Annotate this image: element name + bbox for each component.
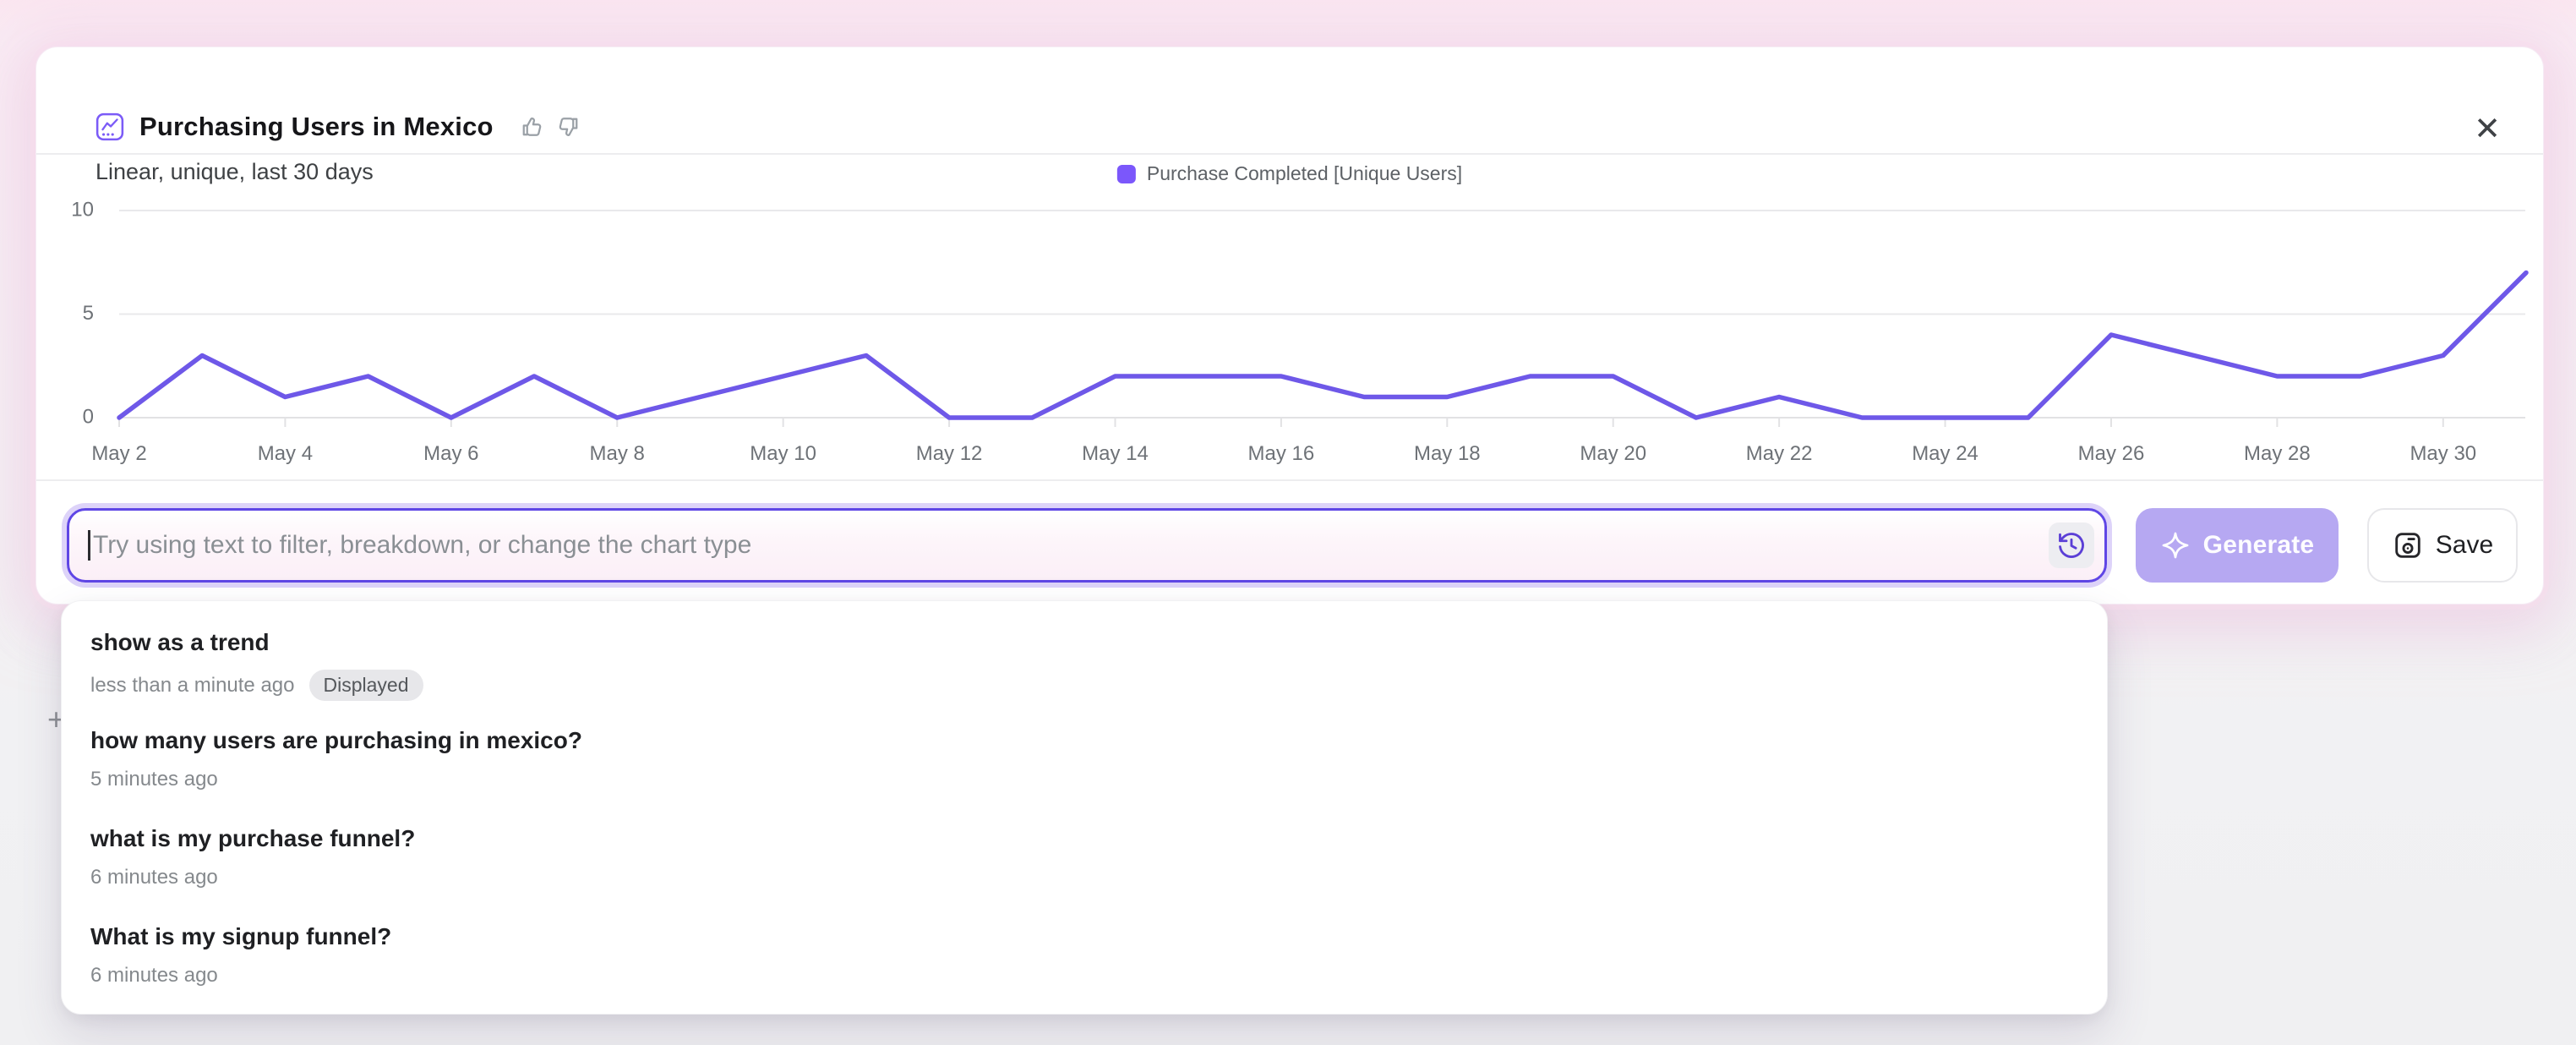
history-button[interactable] (2049, 522, 2094, 568)
svg-text:May 30: May 30 (2410, 442, 2476, 465)
chart-subtitle: Linear, unique, last 30 days (96, 159, 374, 184)
history-query: how many users are purchasing in mexico? (90, 727, 582, 753)
history-icon (2059, 533, 2084, 558)
save-label: Save (2435, 531, 2494, 559)
feedback-buttons (519, 114, 581, 140)
svg-text:May 24: May 24 (1912, 442, 1978, 465)
page-title: Purchasing Users in Mexico (139, 112, 494, 141)
nl-query-wrap (67, 508, 2107, 583)
thumbs-down-icon[interactable] (556, 114, 581, 140)
history-dropdown: show as a trend less than a minute ago D… (61, 600, 2108, 1015)
history-item[interactable]: show as a trend less than a minute ago D… (62, 613, 2107, 711)
history-item[interactable]: what is my purchase funnel? 6 minutes ag… (62, 809, 2107, 907)
line-chart-icon (96, 112, 124, 141)
history-query: show as a trend (90, 629, 270, 655)
footer-divider (36, 479, 2543, 481)
svg-text:May 10: May 10 (750, 442, 816, 465)
svg-text:May 12: May 12 (916, 442, 983, 465)
svg-text:0: 0 (83, 405, 94, 428)
svg-text:May 26: May 26 (2078, 442, 2145, 465)
history-time: 6 minutes ago (90, 964, 218, 987)
svg-text:May 28: May 28 (2244, 442, 2311, 465)
card-header: Purchasing Users in Mexico (96, 112, 581, 142)
chart-card: Purchasing Users in Mexico Linear, uniqu… (35, 47, 2544, 605)
history-query: what is my purchase funnel? (90, 825, 416, 851)
sparkle-icon (2162, 532, 2189, 559)
save-button[interactable]: Save (2367, 508, 2518, 583)
svg-text:May 16: May 16 (1248, 442, 1315, 465)
svg-text:May 22: May 22 (1746, 442, 1813, 465)
history-time: 6 minutes ago (90, 866, 218, 889)
text-caret (88, 530, 90, 561)
svg-text:May 6: May 6 (423, 442, 478, 465)
svg-text:May 2: May 2 (91, 442, 146, 465)
svg-text:5: 5 (83, 302, 94, 325)
header-divider (36, 153, 2543, 155)
history-query: What is my signup funnel? (90, 923, 392, 949)
svg-text:May 20: May 20 (1580, 442, 1646, 465)
close-icon[interactable]: ✕ (2474, 111, 2501, 147)
svg-text:10: 10 (71, 198, 94, 221)
plus-button[interactable]: + (47, 702, 66, 736)
legend-item[interactable]: Purchase Completed [Unique Users] (1116, 162, 1463, 185)
save-icon (2395, 533, 2420, 558)
generate-button[interactable]: Generate (2136, 508, 2339, 583)
history-item[interactable]: What is my signup funnel? 6 minutes ago (62, 907, 2107, 1005)
thumbs-up-icon[interactable] (519, 114, 544, 140)
line-chart-svg: 0 5 10 May 2 May 4 May 6 May 8 May 10 May 12 May … (71, 198, 2529, 465)
svg-text:May 4: May 4 (258, 442, 313, 465)
legend-swatch (1116, 164, 1136, 183)
displayed-badge: Displayed (308, 670, 423, 701)
history-time: less than a minute ago (90, 673, 295, 697)
history-time: 5 minutes ago (90, 768, 218, 791)
legend-label: Purchase Completed [Unique Users] (1146, 162, 1463, 184)
generate-label: Generate (2202, 531, 2315, 559)
nl-query-input[interactable] (67, 508, 2107, 583)
history-item[interactable]: how many users are purchasing in mexico?… (62, 711, 2107, 809)
svg-text:May 14: May 14 (1082, 442, 1149, 465)
svg-text:May 18: May 18 (1414, 442, 1481, 465)
svg-text:May 8: May 8 (590, 442, 645, 465)
